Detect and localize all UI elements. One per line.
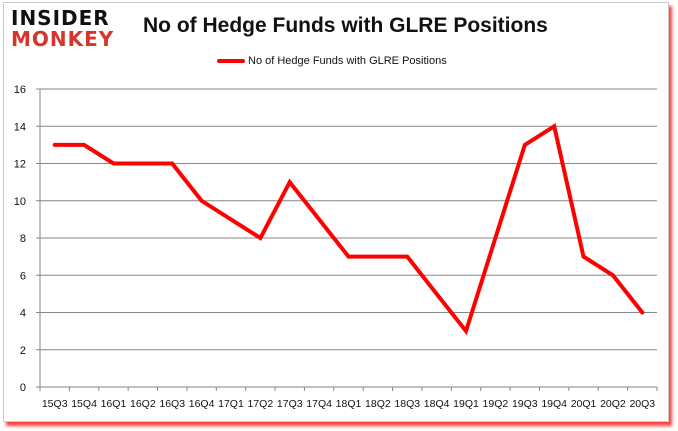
x-tick-label: 16Q2 <box>130 398 156 410</box>
x-tick-label: 19Q2 <box>483 398 509 410</box>
x-tick-label: 16Q1 <box>101 398 127 410</box>
y-tick-label: 10 <box>14 196 26 208</box>
chart-frame <box>3 2 669 422</box>
y-tick-label: 0 <box>20 382 26 394</box>
x-tick-label: 20Q1 <box>571 398 597 410</box>
chart-title: No of Hedge Funds with GLRE Positions <box>143 14 548 37</box>
data-series-line <box>52 123 645 336</box>
x-tick-label: 20Q2 <box>600 398 626 410</box>
x-tick-label: 20Q3 <box>629 398 655 410</box>
chart-legend: No of Hedge Funds with GLRE Positions <box>217 55 447 67</box>
x-tick-label: 19Q3 <box>512 398 538 410</box>
insider-monkey-logo: INSIDER MONKEY <box>11 8 123 49</box>
y-tick-label: 8 <box>20 233 26 245</box>
x-tick-label: 17Q4 <box>306 398 332 410</box>
y-tick-label: 4 <box>20 308 26 320</box>
logo-line-2: MONKEY <box>11 27 115 51</box>
y-tick-label: 16 <box>14 84 26 96</box>
logo-line-1: INSIDER <box>11 6 110 30</box>
y-tick-label: 12 <box>14 159 26 171</box>
y-tick-label: 14 <box>14 121 26 133</box>
x-tick-label: 19Q4 <box>541 398 567 410</box>
x-tick-label: 18Q4 <box>424 398 450 410</box>
x-tick-label: 18Q3 <box>394 398 420 410</box>
y-tick-label: 2 <box>20 345 26 357</box>
x-tick-label: 17Q2 <box>248 398 274 410</box>
legend-label: No of Hedge Funds with GLRE Positions <box>248 55 447 67</box>
x-tick-label: 15Q4 <box>71 398 97 410</box>
x-tick-label: 15Q3 <box>42 398 68 410</box>
x-tick-label: 19Q1 <box>453 398 479 410</box>
x-tick-label: 18Q1 <box>336 398 362 410</box>
x-tick-label: 16Q3 <box>159 398 185 410</box>
y-tick-label: 6 <box>20 270 26 282</box>
x-tick-label: 18Q2 <box>365 398 391 410</box>
legend-line-swatch-icon <box>217 59 245 63</box>
x-tick-label: 16Q4 <box>189 398 215 410</box>
x-tick-label: 17Q1 <box>218 398 244 410</box>
x-tick-label: 17Q3 <box>277 398 303 410</box>
